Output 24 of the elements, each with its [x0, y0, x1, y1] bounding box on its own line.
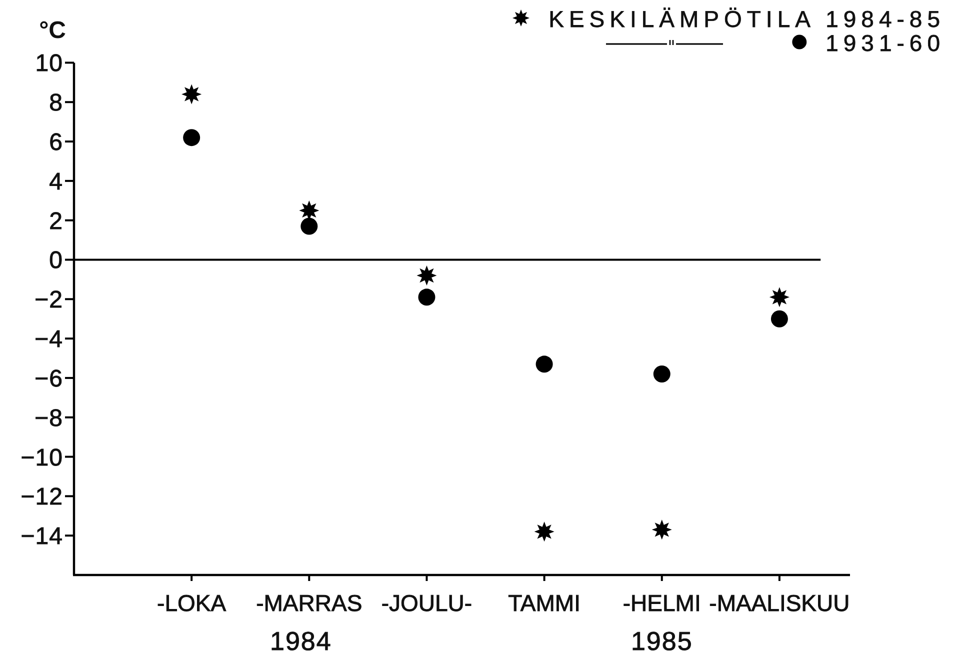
- text: 1984: [270, 626, 332, 656]
- y-tick-label: −2: [34, 286, 63, 314]
- y-tick-label: −12: [20, 484, 63, 511]
- x-tick-label: -MARRAS: [256, 590, 362, 616]
- y-tick-label: 2: [49, 208, 63, 235]
- y-tick-label: −4: [34, 326, 63, 354]
- y-tick-label: 8: [49, 90, 63, 117]
- y-tick-label: 4: [49, 168, 63, 196]
- y-tick-label: −14: [20, 523, 63, 550]
- y-tick-label: −6: [34, 365, 63, 392]
- text: 1985: [630, 626, 693, 656]
- y-axis-title: °C: [39, 17, 66, 44]
- y-tick-label: 10: [35, 50, 63, 78]
- x-tick-label: -MAALISKUU: [709, 590, 850, 616]
- x-tick-label: -HELMI: [622, 590, 701, 616]
- y-tick-label: 0: [49, 247, 63, 274]
- y-tick-label: −10: [20, 444, 63, 472]
- legend-label: 1931-60: [826, 30, 945, 56]
- x-tick-label: -LOKA: [157, 590, 227, 616]
- x-tick-label: TAMMI: [508, 590, 581, 616]
- y-tick-label: 6: [49, 129, 63, 156]
- y-tick-label: −8: [34, 404, 63, 432]
- x-tick-label: -JOULU-: [381, 590, 472, 616]
- legend-label: KESKILÄMPÖTILA 1984-85: [548, 6, 945, 32]
